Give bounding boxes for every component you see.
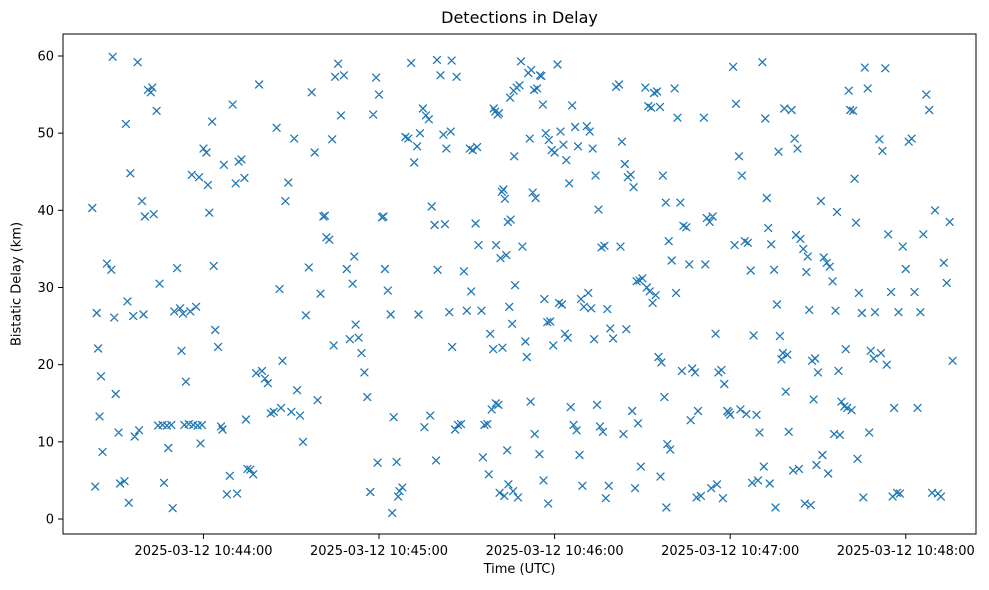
y-tick-label: 40: [37, 204, 54, 219]
x-tick-label: 2025-03-12 10:46:00: [486, 544, 624, 559]
y-tick-label: 0: [46, 513, 54, 528]
x-tick-label: 2025-03-12 10:45:00: [310, 544, 448, 559]
x-tick-label: 2025-03-12 10:47:00: [661, 544, 799, 559]
chart-title: Detections in Delay: [441, 8, 598, 27]
y-tick-label: 10: [37, 435, 54, 450]
x-axis-ticks: 2025-03-12 10:44:00 2025-03-12 10:45:00 20…: [134, 534, 975, 559]
scatter-points: [88, 52, 957, 518]
y-axis-ticks: 0 10 20 30 40 50 60: [37, 49, 63, 528]
y-tick-label: 60: [37, 49, 54, 64]
y-axis-label: Bistatic Delay (km): [9, 221, 25, 347]
y-tick-label: 30: [37, 281, 54, 296]
x-axis-label: Time (UTC): [483, 562, 556, 577]
axes-frame: [62, 33, 977, 535]
x-tick-label: 2025-03-12 10:44:00: [134, 544, 272, 559]
y-tick-label: 50: [37, 127, 54, 142]
x-tick-label: 2025-03-12 10:48:00: [837, 544, 975, 559]
y-tick-label: 20: [37, 358, 54, 373]
